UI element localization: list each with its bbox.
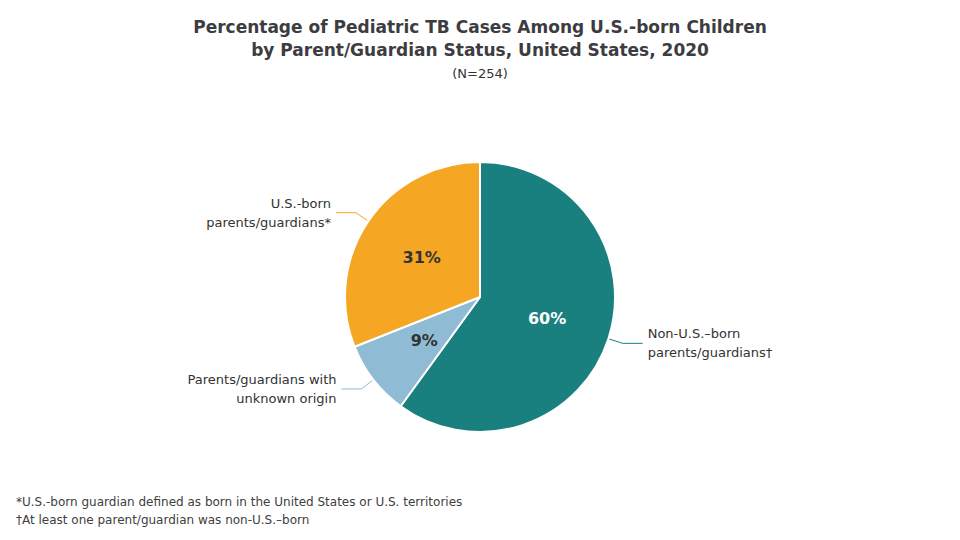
svg-text:*U.S.-born guardian defined as: *U.S.-born guardian defined as born in t… [16, 495, 462, 509]
svg-text:†At least one parent/guardian: †At least one parent/guardian was non-U.… [16, 513, 309, 527]
svg-text:31%: 31% [403, 248, 441, 267]
svg-text:Parents/guardians with: Parents/guardians with [188, 372, 337, 387]
svg-text:(N=254): (N=254) [452, 66, 508, 81]
svg-text:parents/guardians*: parents/guardians* [206, 215, 331, 230]
svg-text:U.S.-born: U.S.-born [271, 196, 331, 211]
svg-text:9%: 9% [411, 331, 438, 350]
svg-text:60%: 60% [528, 309, 566, 328]
svg-text:unknown origin: unknown origin [236, 391, 336, 406]
svg-text:Percentage of Pediatric TB Cas: Percentage of Pediatric TB Cases Among U… [193, 17, 767, 37]
svg-text:by Parent/Guardian Status, Uni: by Parent/Guardian Status, United States… [251, 40, 709, 60]
svg-text:parents/guardians†: parents/guardians† [648, 345, 773, 360]
svg-text:Non-U.S.–born: Non-U.S.–born [648, 326, 741, 341]
